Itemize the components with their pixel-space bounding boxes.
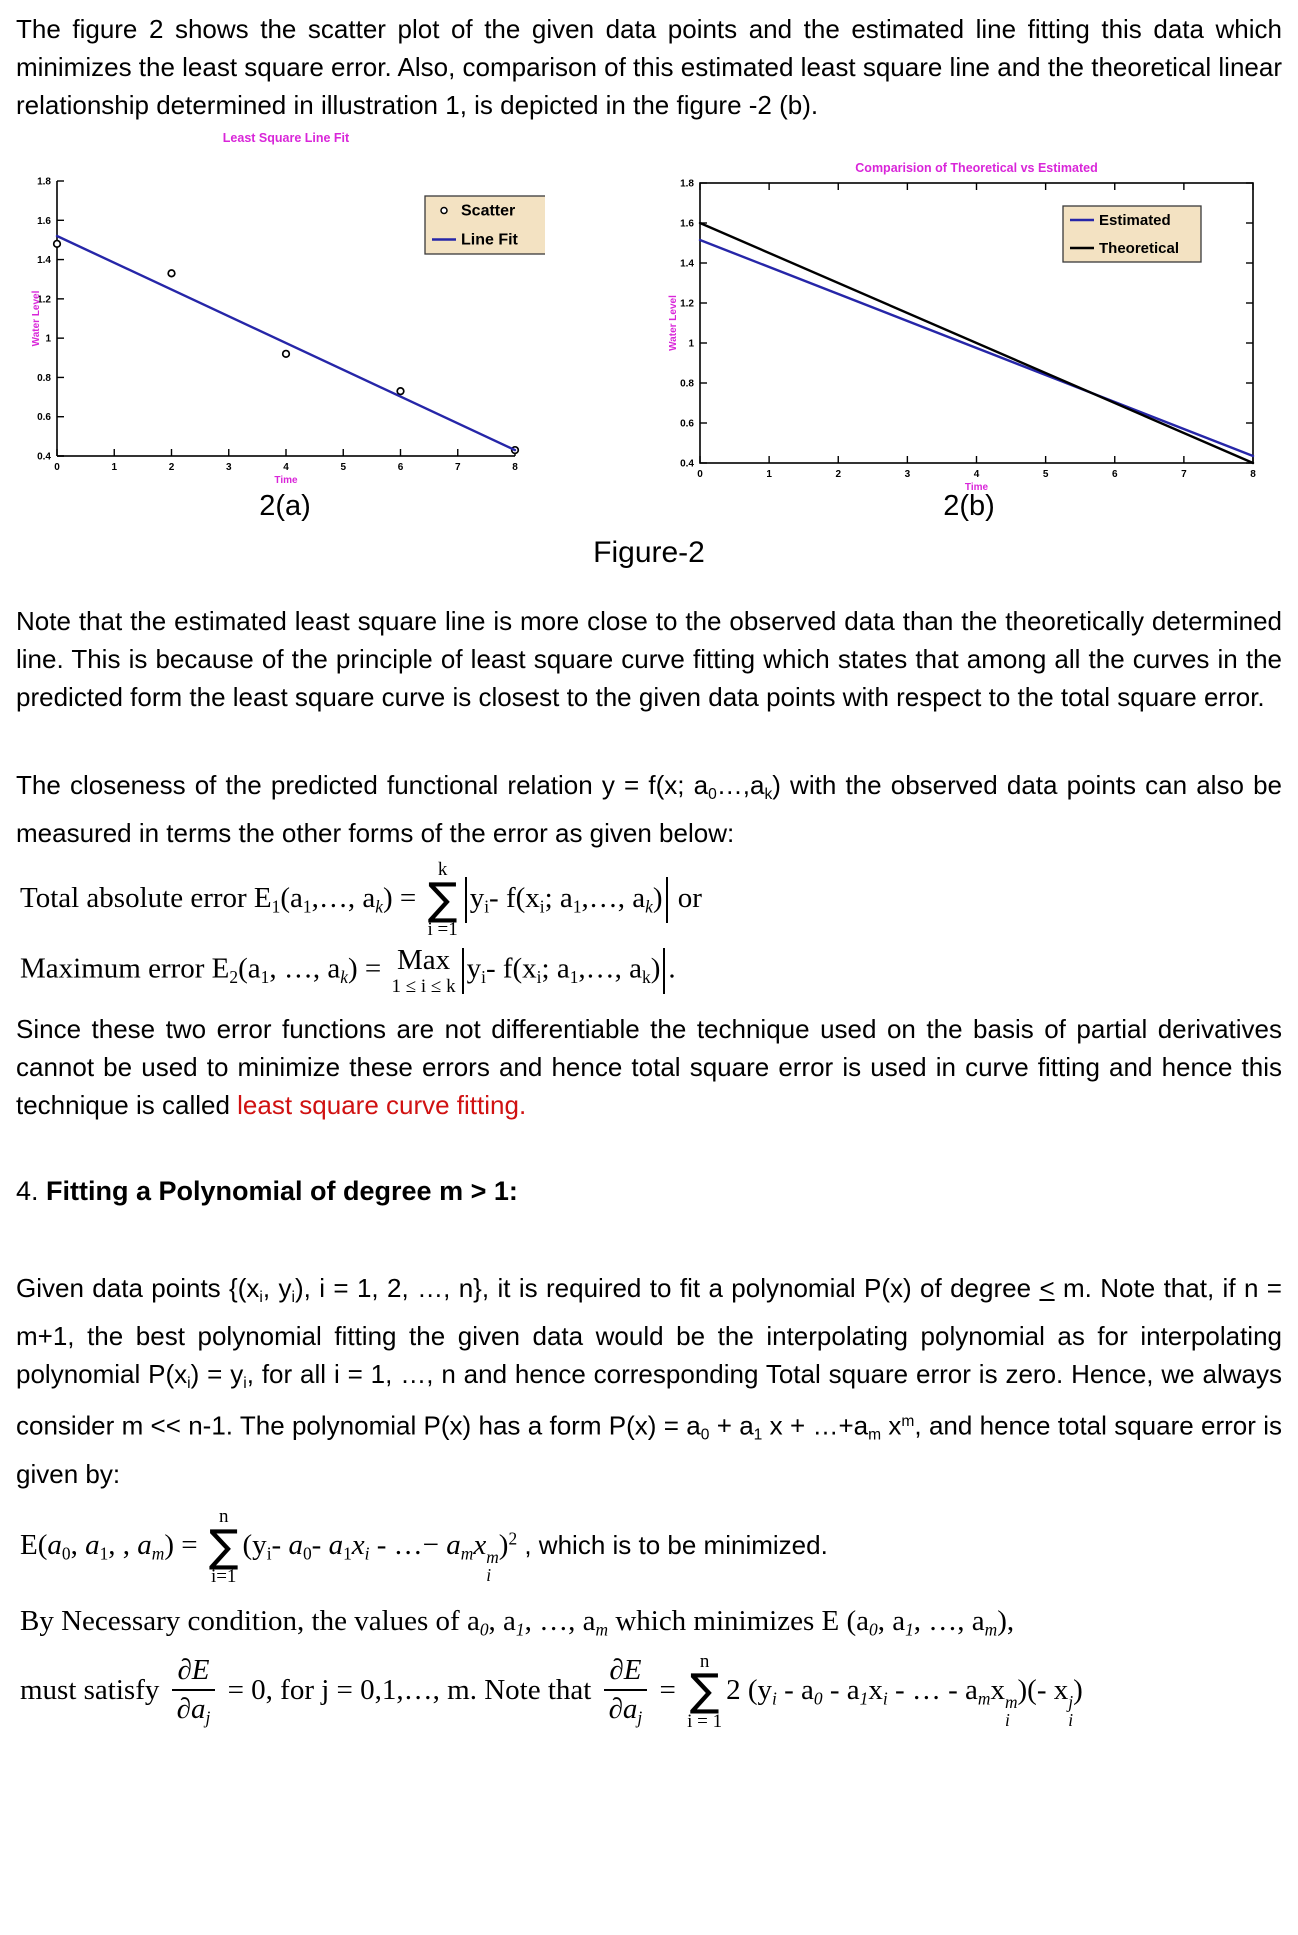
chart-least-square-line-fit: 0 1 2 3 4 5 6 7 8 0.4 0.6 0.8 1 1.2 1.4 1.6 1.8 Least Squ… [25,126,548,496]
svg-text:0.4: 0.4 [680,459,694,470]
svg-text:Estimated: Estimated [1099,212,1171,229]
svg-text:0: 0 [697,469,703,480]
svg-text:2: 2 [169,462,175,473]
svg-text:1.8: 1.8 [37,177,51,188]
svg-text:0.8: 0.8 [680,379,694,390]
svg-text:1.2: 1.2 [680,299,694,310]
figure-caption-2a: 2(a) [259,490,311,522]
formula-total-absolute-error: Total absolute error E1(a1,…, ak) = k ∑ i … [20,858,702,941]
paragraph-note: Note that the estimated least square lin… [16,606,1282,712]
svg-text:6: 6 [398,462,404,473]
svg-text:0.6: 0.6 [680,419,694,430]
svg-text:1.6: 1.6 [680,219,694,230]
figure-2: 0 1 2 3 4 5 6 7 8 0.4 0.6 0.8 1 1.2 1.4 1.6 1.8 Least Squ… [0,126,1298,578]
svg-text:3: 3 [905,469,911,480]
svg-text:8: 8 [1250,469,1256,480]
svg-text:5: 5 [1043,469,1049,480]
svg-text:1.4: 1.4 [37,255,51,266]
y-axis-label: Water Level [31,290,42,346]
figure-caption-2b: 2(b) [943,490,995,522]
svg-text:1.6: 1.6 [37,216,51,227]
formula-maximum-error: Maximum error E2(a1, …, ak) = Max 1 ≤ i ≤… [20,944,676,998]
svg-text:1: 1 [766,469,772,480]
svg-text:Theoretical: Theoretical [1099,240,1179,257]
paragraph-closeness: The closeness of the predicted functiona… [16,770,1282,848]
svg-text:4: 4 [974,469,980,480]
chart-svg: 0 1 2 3 4 5 6 7 8 0.4 0.6 0.8 1 1.2 1.4 1.6 1.8 Least Squ… [31,131,548,486]
svg-text:5: 5 [340,462,346,473]
svg-text:1.2: 1.2 [37,294,51,305]
x-axis-label: Time [965,482,989,491]
svg-text:8: 8 [512,462,518,473]
svg-text:0: 0 [54,462,60,473]
legend: Scatter Line Fit [424,195,548,255]
section-heading-fitting-polynomial: 4. Fitting a Polynomial of degree m > 1: [16,1176,518,1207]
paragraph-since: Since these two error functions are not … [16,1014,1282,1121]
svg-text:1: 1 [45,334,51,345]
chart-title: Comparision of Theoretical vs Estimated [855,161,1097,175]
svg-text:1.8: 1.8 [680,179,694,190]
chart-title: Least Square Line Fit [223,131,350,145]
svg-text:2: 2 [835,469,841,480]
svg-text:0.8: 0.8 [37,373,51,384]
svg-text:3: 3 [226,462,232,473]
chart-svg: 0 1 2 3 4 5 6 7 8 0.4 0.6 0.8 1 1.2 1.4 1.6 1.8 Comparisi… [668,161,1256,493]
svg-text:0.4: 0.4 [37,452,51,463]
y-axis-label: Water Level [668,295,679,351]
svg-text:1: 1 [688,339,694,350]
chart-theoretical-vs-estimated: 0 1 2 3 4 5 6 7 8 0.4 0.6 0.8 1 1.2 1.4 1.6 1.8 Comparisi… [640,126,1298,496]
legend: Estimated Theoretical [1062,205,1202,263]
svg-text:4: 4 [283,462,289,473]
svg-text:Line Fit: Line Fit [461,232,519,249]
svg-text:7: 7 [455,462,461,473]
svg-text:1: 1 [111,462,117,473]
x-axis-label: Time [274,475,298,486]
svg-text:0.6: 0.6 [37,412,51,423]
formula-total-square-error: E(a0, a1, , am) = n ∑ i=1 (yi- a0- a1xi - …… [20,1505,828,1588]
formula-necessary-condition: By Necessary condition, the values of a0… [20,1605,1015,1640]
svg-text:Scatter: Scatter [461,203,515,220]
svg-text:6: 6 [1112,469,1118,480]
svg-text:7: 7 [1181,469,1187,480]
paragraph-intro: The figure 2 shows the scatter plot of t… [16,14,1282,120]
paragraph-given-data-points: Given data points {(xi, yi), i = 1, 2, …… [16,1273,1283,1489]
svg-text:1.4: 1.4 [680,259,694,270]
formula-partial-derivative: must satisfy ∂E ∂aj = 0, for j = 0,1,…, m… [20,1650,1083,1732]
figure-caption-main: Figure-2 [593,536,705,569]
